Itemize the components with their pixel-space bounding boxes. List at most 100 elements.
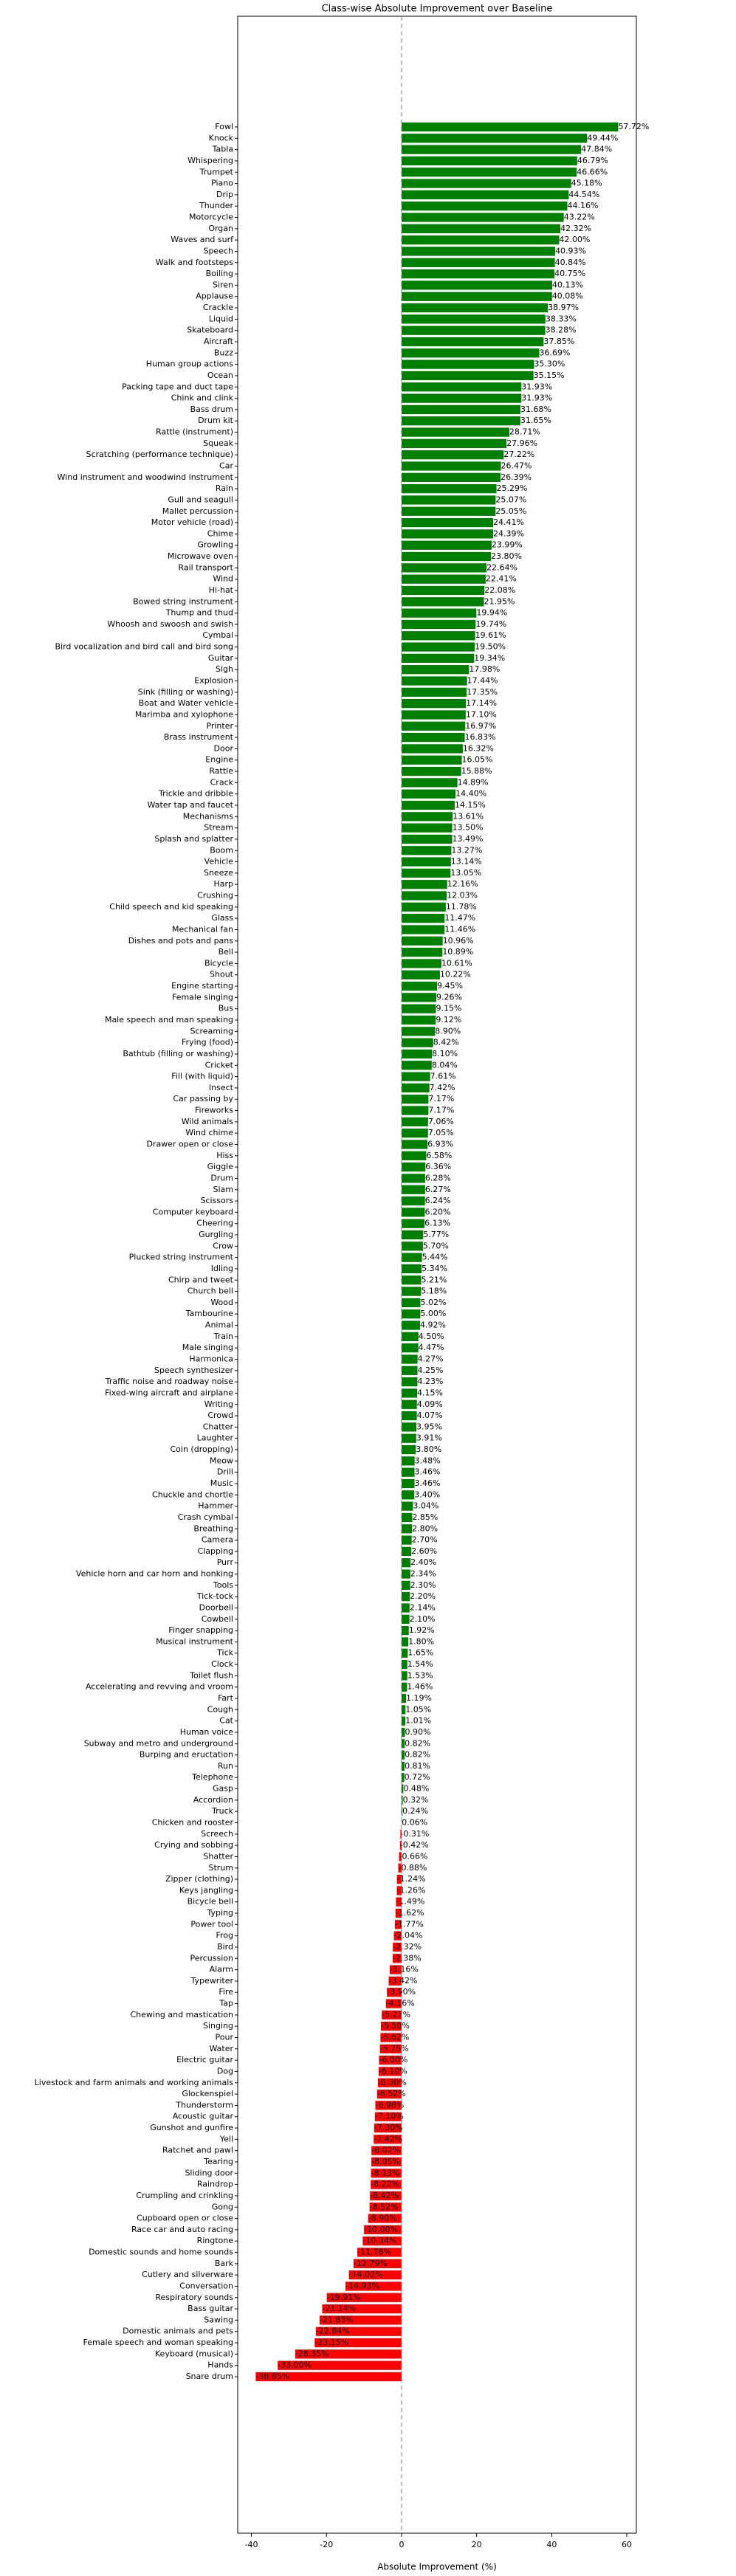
bar [345,2281,402,2291]
y-tick-label: Cat [219,1716,233,1726]
y-tick-label: Fill (with liquid) [171,1072,233,1081]
bar [401,1320,420,1330]
y-tick-label: Percussion [190,1953,233,1963]
value-label: 21.95% [484,596,515,606]
y-tick-label: Clapping [198,1546,233,1556]
value-label: 3.46% [415,1467,441,1477]
value-label: 5.21% [421,1275,447,1284]
y-tick-label: Bicycle [204,958,233,968]
value-label: -3.90% [387,1987,416,1997]
bar [401,1795,403,1805]
bar [392,1954,402,1963]
bar [401,1490,415,1500]
value-label: 31.93% [521,393,552,403]
bar [401,744,463,754]
bar [364,2225,402,2235]
value-label: -6.52% [377,2089,406,2098]
value-label: 44.54% [568,190,599,199]
y-tick-label: Male speech and man speaking [105,1015,233,1024]
value-label: 5.00% [420,1309,446,1318]
value-label: -1.26% [397,1885,426,1895]
y-tick-label: Drum kit [198,416,234,425]
y-tick-label: Marimba and xylophone [135,709,233,719]
y-tick-label: Burping and eructation [140,1750,233,1760]
value-label: 1.53% [407,1670,433,1680]
y-tick-label: Frog [216,1931,233,1940]
bar [401,1004,436,1013]
y-tick-label: Telephone [191,1772,233,1782]
value-label: 31.65% [520,416,551,425]
y-tick-label: Hammer [198,1501,233,1511]
bar [401,1569,410,1579]
y-tick-label: Harp [213,879,233,889]
value-label: 38.97% [548,303,579,312]
value-label: -8.02% [371,2146,400,2155]
bar [401,1693,406,1704]
y-tick-label: Raindrop [197,2180,233,2189]
y-tick-label: Liquid [209,314,233,323]
y-tick-label: Speech synthesizer [154,1366,234,1375]
y-tick-label: Waves and surf [171,235,234,244]
value-label: -6.30% [378,2078,407,2087]
y-tick-label: Coin (dropping) [171,1444,234,1454]
y-tick-label: Explosion [194,676,233,686]
bar [401,450,504,460]
value-label: 13.49% [453,834,484,844]
bar [389,1965,402,1974]
bar [399,1852,402,1862]
bar [380,2033,402,2042]
bar [401,710,466,720]
y-tick-label: Fixed-wing aircraft and airplane [105,1388,233,1397]
y-tick-label: Engine starting [171,981,233,991]
value-label: 4.15% [417,1388,443,1397]
bar [396,1874,402,1884]
y-tick-label: Traffic noise and roadway noise [105,1377,233,1386]
bar [401,348,540,358]
bar [401,642,475,652]
value-label: -19.91% [327,2293,361,2302]
y-tick-label: Laughter [197,1433,234,1443]
value-label: -8.52% [370,2202,399,2211]
bar [401,574,486,584]
y-tick-label: Printer [206,721,233,731]
bar [395,1908,402,1918]
bar [401,936,443,946]
value-label: 5.02% [420,1298,446,1307]
y-tick-label: Cheering [196,1219,233,1228]
value-label: -0.66% [399,1851,428,1861]
value-label: 3.40% [414,1490,440,1499]
y-tick-label: Truck [211,1806,234,1816]
bar [401,517,494,528]
bar [401,1174,425,1183]
y-tick-label: Gasp [213,1784,233,1794]
bar [388,1976,402,1986]
value-label: 25.29% [497,483,528,493]
bar [401,631,475,641]
bar [401,1061,432,1070]
value-label: 46.66% [577,167,608,176]
value-label: 16.05% [462,755,493,765]
bar [401,766,461,776]
value-label: -3.42% [389,1976,418,1986]
value-label: 0.06% [402,1817,427,1827]
y-tick-label: Wind instrument and woodwind instrument [58,472,234,482]
bar [401,1524,413,1534]
bar [401,382,522,392]
y-tick-label: Boom [210,845,233,855]
y-tick-label: Screech [201,1829,233,1839]
y-tick-label: Chatter [203,1422,234,1431]
bar [379,2056,402,2065]
value-label: 2.60% [411,1546,437,1556]
value-label: 40.93% [555,246,586,255]
bar [401,326,546,335]
y-tick-label: Slam [213,1185,234,1194]
value-label: 4.27% [418,1354,444,1364]
value-label: -14.02% [349,2270,383,2279]
bar [401,461,501,471]
value-label: 13.14% [451,857,482,867]
bar [401,529,493,539]
value-label: 13.27% [451,845,482,855]
bar [401,925,445,934]
value-label: -6.00% [379,2055,407,2064]
y-tick-label: Vehicle [204,857,234,867]
